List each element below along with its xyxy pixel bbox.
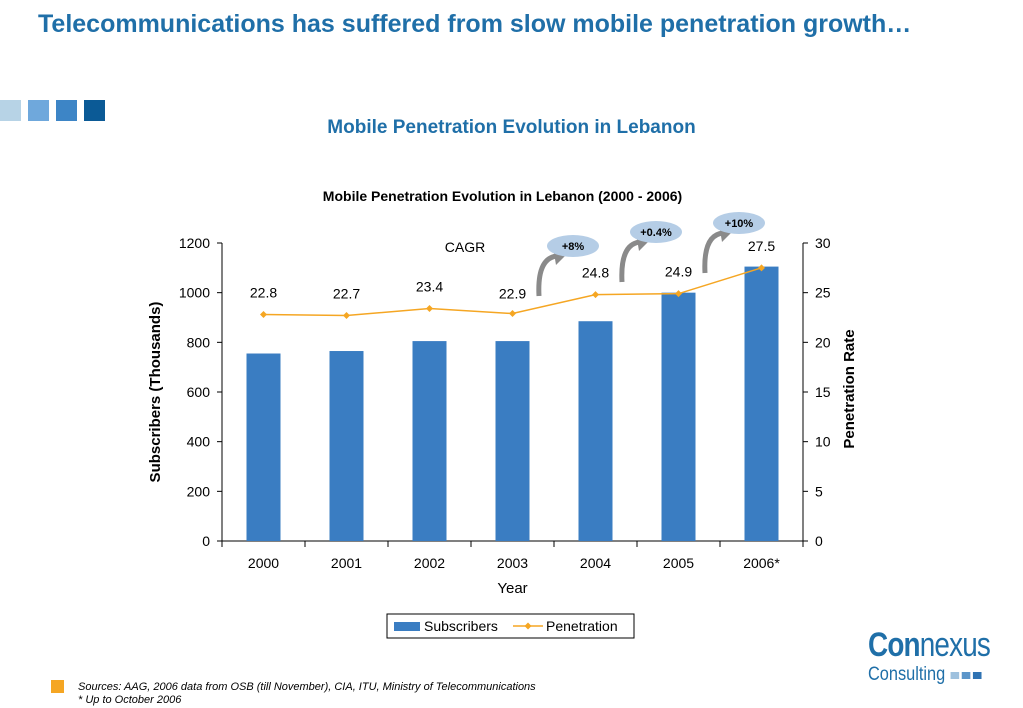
page-title: Telecommunications has suffered from slo… <box>38 10 912 38</box>
penetration-point <box>426 305 433 313</box>
decor-square <box>0 100 21 121</box>
chart-heading: Mobile Penetration Evolution in Lebanon <box>327 117 696 138</box>
chart-title: Mobile Penetration Evolution in Lebanon … <box>323 188 682 204</box>
x-tick-label: 2006* <box>743 555 780 571</box>
decor-square <box>28 100 49 121</box>
penetration-data-label: 23.4 <box>416 279 443 295</box>
logo-tagline: Consulting <box>868 664 996 686</box>
penetration-point <box>758 264 765 272</box>
x-tick-label: 2000 <box>248 555 279 571</box>
legend-box <box>386 613 635 639</box>
subscriber-bar <box>578 321 613 541</box>
right-tick-label: 30 <box>815 235 831 251</box>
penetration-point <box>509 310 516 318</box>
legend-penetration-marker <box>524 622 532 630</box>
cagr-badge <box>630 221 682 243</box>
asterisk-footnote: * Up to October 2006 <box>78 694 182 706</box>
logo-wordmark: Connexus <box>868 626 991 664</box>
left-tick-label: 1000 <box>179 285 210 301</box>
sources-footnote: Sources: AAG, 2006 data from OSB (till N… <box>78 681 536 693</box>
right-tick-label: 0 <box>815 533 823 549</box>
subscriber-bar <box>661 292 696 541</box>
left-tick-label: 400 <box>187 434 211 450</box>
x-tick-label: 2002 <box>414 555 445 571</box>
logo-dots <box>950 671 982 679</box>
cagr-arrow <box>536 253 558 297</box>
left-tick-label: 0 <box>202 533 210 549</box>
cagr-badge-text: +10% <box>725 218 754 230</box>
legend-penetration-label: Penetration <box>546 618 618 634</box>
x-tick-label: 2004 <box>580 555 611 571</box>
subscriber-bar <box>412 341 447 541</box>
legend-subscribers-swatch <box>394 622 420 631</box>
left-tick-label: 1200 <box>179 235 210 251</box>
legend-subscribers-label: Subscribers <box>424 618 498 634</box>
subscriber-bar <box>246 353 281 541</box>
right-tick-label: 5 <box>815 483 823 499</box>
penetration-point <box>675 290 682 298</box>
penetration-point <box>343 312 350 320</box>
penetration-point <box>592 291 599 299</box>
cagr-arrow <box>619 239 641 283</box>
y-axis-label: Subscribers (Thousands) <box>147 302 164 483</box>
penetration-point <box>260 311 267 319</box>
right-tick-label: 20 <box>815 334 831 350</box>
penetration-data-label: 22.9 <box>499 286 526 302</box>
logo-line2: Consulting <box>868 664 946 685</box>
right-tick-label: 10 <box>815 434 831 450</box>
penetration-data-label: 22.7 <box>333 286 360 302</box>
subscriber-bar <box>495 341 530 541</box>
right-tick-label: 15 <box>815 384 831 400</box>
left-tick-label: 800 <box>187 334 211 350</box>
left-tick-label: 200 <box>187 483 211 499</box>
cagr-badge <box>713 212 765 234</box>
decor-square <box>56 100 77 121</box>
logo-part2: nexus <box>919 626 991 664</box>
x-tick-label: 2003 <box>497 555 528 571</box>
left-tick-label: 600 <box>187 384 211 400</box>
penetration-data-label: 27.5 <box>748 238 775 254</box>
penetration-data-label: 24.8 <box>582 265 609 281</box>
cagr-badge-text: +0.4% <box>640 227 672 239</box>
subscriber-bar <box>329 351 364 541</box>
right-tick-label: 25 <box>815 285 831 301</box>
logo-part1: Con <box>868 626 921 664</box>
company-logo: Connexus Consulting <box>868 628 1017 686</box>
x-tick-label: 2001 <box>331 555 362 571</box>
x-axis-label: Year <box>497 580 527 597</box>
cagr-label: CAGR <box>445 239 485 255</box>
x-tick-label: 2005 <box>663 555 694 571</box>
note-bullet-square <box>51 680 64 693</box>
cagr-badge-text: +8% <box>562 241 585 253</box>
subscriber-bar <box>744 266 779 541</box>
decor-square <box>84 100 105 121</box>
penetration-data-label: 22.8 <box>250 285 277 301</box>
penetration-data-label: 24.9 <box>665 264 692 280</box>
cagr-arrow <box>702 230 724 274</box>
cagr-badge <box>547 235 599 257</box>
y2-axis-label: Penetration Rate <box>841 329 858 448</box>
